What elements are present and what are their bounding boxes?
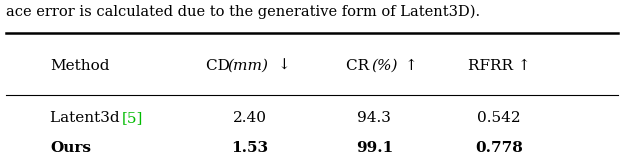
Text: 94.3: 94.3 (358, 111, 391, 125)
Text: CR: CR (346, 59, 373, 73)
Text: Method: Method (50, 59, 109, 73)
Text: 0.542: 0.542 (477, 111, 521, 125)
Text: 0.778: 0.778 (475, 141, 523, 155)
Text: Latent3d: Latent3d (50, 111, 124, 125)
Text: ace error is calculated due to the generative form of Latent3D).: ace error is calculated due to the gener… (6, 5, 480, 19)
Text: (%): (%) (371, 59, 397, 73)
Text: ↓: ↓ (278, 59, 290, 73)
Text: CD: CD (206, 59, 233, 73)
Text: [5]: [5] (122, 111, 143, 125)
Text: 99.1: 99.1 (356, 141, 393, 155)
Text: (mm): (mm) (228, 59, 269, 73)
Text: 1.53: 1.53 (231, 141, 268, 155)
Text: ↑: ↑ (404, 59, 417, 73)
Text: 2.40: 2.40 (233, 111, 266, 125)
Text: Ours: Ours (50, 141, 91, 155)
Text: RFRR ↑: RFRR ↑ (468, 59, 530, 73)
